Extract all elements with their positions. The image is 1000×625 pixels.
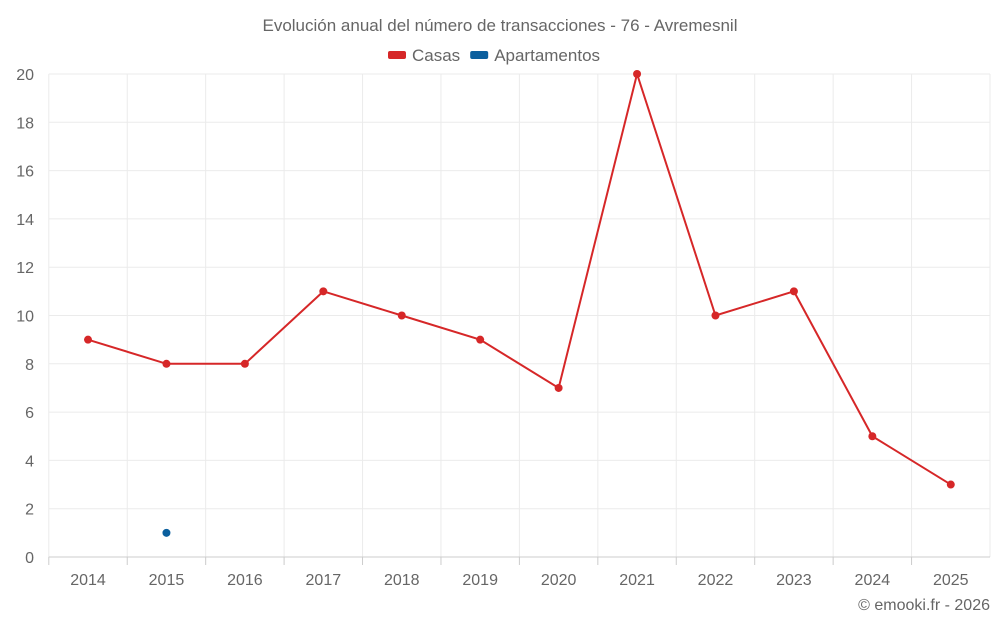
y-tick-label: 18: [16, 115, 34, 132]
x-tick-label: 2015: [149, 572, 185, 589]
legend-swatch-casas: [388, 51, 406, 59]
y-tick-label: 16: [16, 164, 34, 181]
y-tick-label: 8: [25, 357, 34, 374]
credit: © emooki.fr - 2026: [858, 597, 990, 614]
data-point-casas: [319, 287, 328, 296]
x-tick-label: 2024: [855, 572, 891, 589]
x-tick-label: 2025: [933, 572, 969, 589]
series: [84, 70, 955, 537]
y-tick-label: 14: [16, 212, 34, 229]
data-point-casas: [868, 432, 877, 441]
data-point-casas: [240, 359, 249, 368]
x-tick-label: 2020: [541, 572, 577, 589]
y-tick-label: 0: [25, 550, 34, 567]
data-point-casas: [554, 383, 563, 392]
series-line-casas: [87, 70, 952, 486]
x-tick-label: 2016: [227, 572, 263, 589]
y-tick-label: 4: [25, 453, 34, 470]
chart-title: Evolución anual del número de transaccio…: [262, 16, 737, 35]
data-point-casas: [397, 311, 406, 320]
data-point-casas: [476, 335, 485, 344]
data-point-casas: [162, 359, 171, 368]
x-tick-label: 2017: [306, 572, 342, 589]
grid: [48, 73, 991, 558]
legend: Casas Apartamentos: [388, 46, 600, 65]
data-point-apartamentos: [162, 528, 171, 537]
x-tick-label: 2019: [462, 572, 498, 589]
data-point-casas: [789, 287, 798, 296]
x-tick-label: 2023: [776, 572, 812, 589]
legend-swatch-apartamentos: [470, 51, 489, 59]
x-tick-label: 2014: [70, 572, 106, 589]
y-tick-label: 12: [16, 260, 34, 277]
y-tick-label: 10: [16, 309, 34, 326]
y-tick-label: 2: [25, 502, 34, 519]
x-tick-label: 2022: [698, 572, 734, 589]
y-tick-label: 20: [16, 67, 34, 84]
data-point-casas: [633, 70, 642, 78]
legend-label-casas: Casas: [412, 46, 460, 65]
data-point-casas: [711, 311, 720, 320]
x-tick-label: 2021: [619, 572, 655, 589]
data-point-casas: [946, 480, 955, 489]
legend-label-apartamentos: Apartamentos: [494, 46, 600, 65]
axes: 0 2 4 6 8 10 12 14 16 18 20 2014 2015 2016 2017 2018 201…: [16, 67, 990, 589]
data-point-casas: [84, 335, 93, 344]
y-tick-label: 6: [25, 405, 34, 422]
x-tick-label: 2018: [384, 572, 420, 589]
